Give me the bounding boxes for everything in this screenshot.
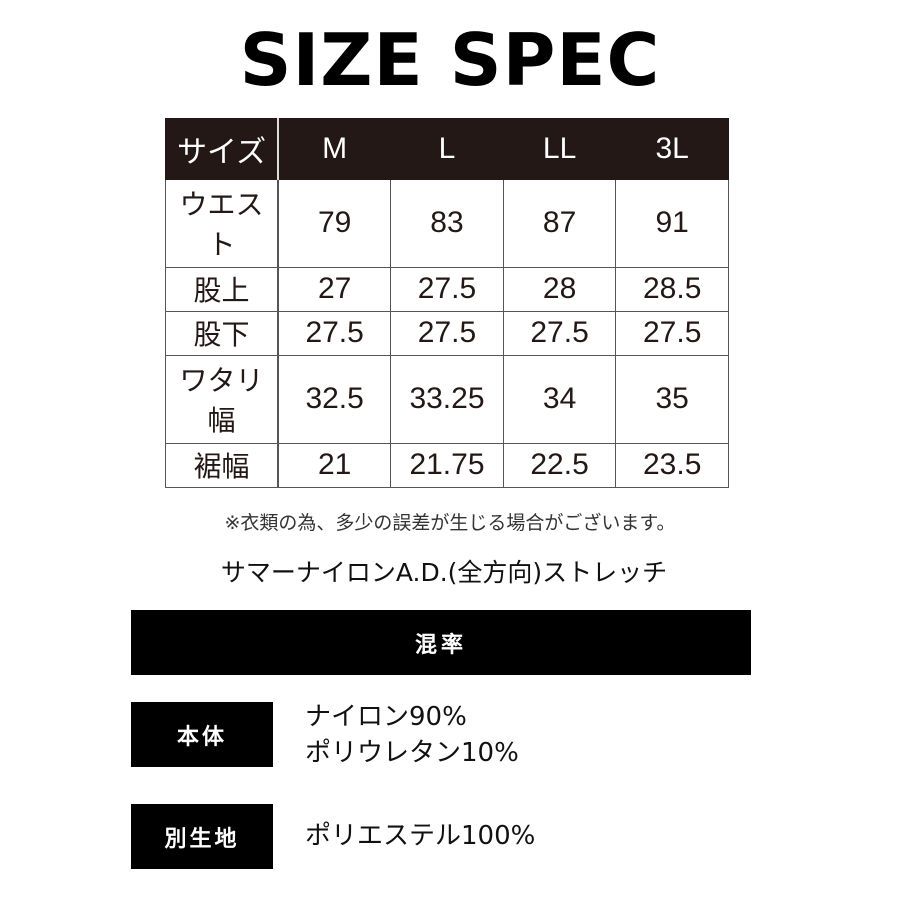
table-cell: 28.5 — [615, 266, 729, 312]
table-cell: 27.5 — [390, 310, 504, 357]
table-cell: 27.5 — [615, 310, 729, 357]
table-cell: 32.5 — [277, 355, 392, 444]
table-row: 股上 27 27.5 28 28.5 — [165, 266, 729, 312]
table-row: ウエスト 79 83 87 91 — [165, 179, 729, 268]
table-cell: 83 — [390, 179, 504, 268]
table-cell: 27.5 — [502, 310, 617, 357]
header-cell: M — [277, 118, 392, 180]
table-header-row: サイズ M L LL 3L — [165, 118, 729, 180]
table-row: 股下 27.5 27.5 27.5 27.5 — [165, 310, 729, 357]
table-cell: 34 — [502, 355, 617, 444]
header-cell: サイズ — [165, 118, 280, 180]
fabric-name: サマーナイロンA.D.(全方向)ストレッチ — [220, 558, 668, 587]
header-cell: LL — [502, 118, 617, 180]
table-cell: 27.5 — [277, 310, 392, 357]
table-row: ワタリ幅 32.5 33.25 34 35 — [165, 355, 729, 444]
table-cell: 22.5 — [502, 442, 617, 489]
row-label: ワタリ幅 — [165, 355, 280, 444]
table-cell: 91 — [615, 179, 729, 268]
header-cell: 3L — [615, 118, 729, 180]
table-cell: 21.75 — [390, 442, 504, 489]
row-label: 股下 — [165, 310, 280, 357]
table-cell: 28 — [502, 266, 617, 312]
header-cell: L — [390, 118, 504, 180]
row-label: ウエスト — [165, 179, 280, 268]
measurement-note: ※衣類の為、多少の誤差が生じる場合がございます。 — [224, 512, 676, 534]
row-label: 股上 — [165, 266, 280, 312]
table-cell: 35 — [615, 355, 729, 444]
row-label: 裾幅 — [165, 442, 280, 489]
table-row: 裾幅 21 21.75 22.5 23.5 — [165, 442, 729, 489]
composition-label-body: 本体 — [131, 702, 273, 767]
composition-line: ポリウレタン10% — [305, 738, 519, 768]
table-cell: 79 — [277, 179, 392, 268]
composition-other: ポリエステル100% — [305, 818, 535, 854]
composition-body: ナイロン90% ポリウレタン10% — [305, 699, 519, 771]
table-cell: 33.25 — [390, 355, 504, 444]
size-spec-table: サイズ M L LL 3L ウエスト 79 83 87 91 股上 27 27.… — [165, 118, 729, 489]
table-cell: 27 — [277, 266, 392, 312]
table-cell: 23.5 — [615, 442, 729, 489]
composition-line: ポリエステル100% — [305, 821, 536, 851]
table-cell: 27.5 — [390, 266, 504, 312]
composition-heading: 混率 — [131, 610, 751, 675]
page-title: SIZE SPEC — [239, 18, 661, 102]
table-cell: 21 — [277, 442, 392, 489]
composition-label-other: 別生地 — [131, 804, 273, 869]
table-cell: 87 — [502, 179, 617, 268]
composition-line: ナイロン90% — [305, 702, 467, 732]
